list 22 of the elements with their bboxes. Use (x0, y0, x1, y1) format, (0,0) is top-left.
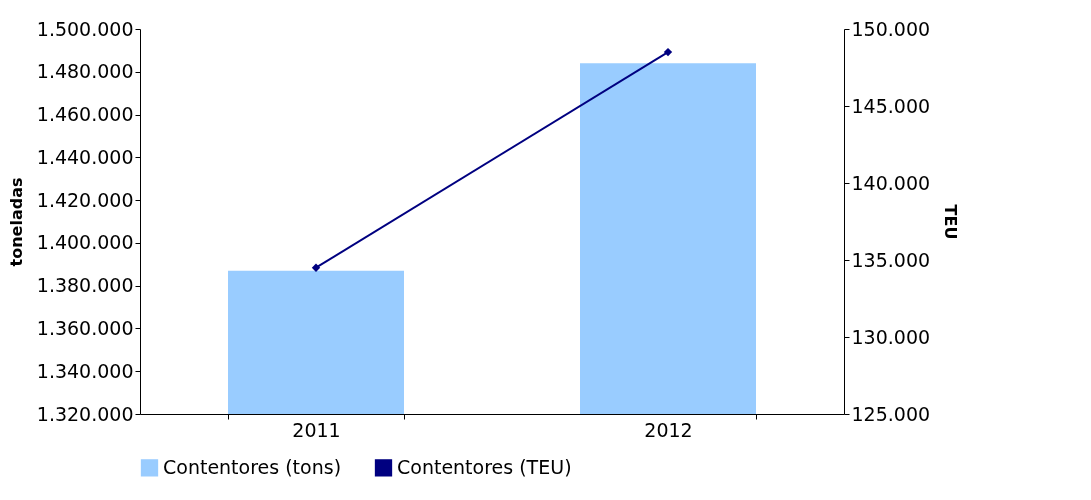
y2-axis-title: TEU (941, 204, 961, 240)
y-tick-label: 1.460.000 (36, 103, 134, 126)
y-tick-label: 1.320.000 (36, 402, 134, 425)
y-tick-label: 1.360.000 (36, 316, 134, 339)
y2-tick-label: 130.000 (851, 325, 931, 348)
y-tick-label: 1.340.000 (36, 359, 134, 382)
y-tick-label: 1.480.000 (36, 60, 134, 83)
y2-tick-label: 125.000 (851, 402, 931, 425)
y-tick-label: 1.500.000 (36, 17, 134, 40)
y2-tick-label: 135.000 (851, 248, 931, 271)
y-axis-title: toneladas (6, 177, 26, 267)
y-tick-label: 1.400.000 (36, 231, 134, 254)
y-tick-label: 1.420.000 (36, 188, 134, 211)
x-tick-label: 2012 (644, 418, 693, 441)
y-tick-label: 1.380.000 (36, 274, 134, 297)
y2-tick-label: 145.000 (851, 94, 931, 117)
x-tick-label: 2011 (292, 418, 341, 441)
legend-label: Contentores (tons) (163, 455, 342, 478)
y2-tick-label: 150.000 (851, 17, 931, 40)
y2-tick-label: 140.000 (851, 171, 931, 194)
legend-label: Contentores (TEU) (397, 455, 572, 478)
y-tick-label: 1.440.000 (36, 145, 134, 168)
